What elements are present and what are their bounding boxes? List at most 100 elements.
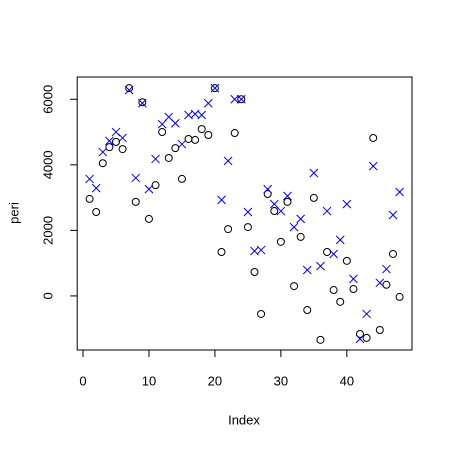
point <box>124 85 134 95</box>
point <box>322 206 332 216</box>
y-tick-label: 2000 <box>41 216 56 245</box>
point <box>111 137 120 146</box>
point <box>375 326 384 335</box>
point <box>210 83 220 93</box>
point <box>276 237 285 246</box>
point <box>177 139 187 149</box>
point <box>395 292 404 301</box>
point <box>171 144 180 153</box>
point <box>236 94 246 104</box>
x-tick-label: 10 <box>142 373 156 388</box>
point <box>303 306 312 315</box>
point <box>269 199 279 209</box>
point <box>250 268 259 276</box>
point <box>85 174 94 184</box>
point <box>98 159 107 168</box>
point <box>342 199 352 209</box>
point <box>356 329 365 338</box>
point <box>223 156 233 166</box>
point <box>296 232 305 241</box>
point <box>329 249 338 259</box>
point <box>256 245 266 255</box>
point <box>85 194 94 203</box>
point <box>177 174 186 183</box>
point <box>283 191 292 201</box>
point <box>210 84 219 93</box>
point <box>164 153 173 162</box>
point <box>257 309 266 318</box>
y-tick-label: 4000 <box>41 150 56 179</box>
point <box>296 214 306 224</box>
y-tick-label: 0 <box>41 292 56 299</box>
point <box>263 190 272 198</box>
point <box>382 264 391 274</box>
point <box>349 274 358 284</box>
point <box>362 333 371 342</box>
point <box>105 143 114 152</box>
point <box>283 197 292 206</box>
point <box>138 98 147 108</box>
point <box>309 168 319 178</box>
point <box>355 334 365 344</box>
point <box>382 280 391 289</box>
point <box>230 94 240 104</box>
point <box>158 128 167 137</box>
point <box>329 286 338 295</box>
point <box>388 210 398 220</box>
point <box>243 223 252 232</box>
point <box>204 131 213 140</box>
point <box>151 181 160 190</box>
x-tick-label: 20 <box>208 373 222 388</box>
point <box>270 207 279 216</box>
x-tick-label: 0 <box>79 373 86 388</box>
point <box>302 265 312 275</box>
x-tick-label: 40 <box>340 373 354 388</box>
point <box>263 184 273 194</box>
x-tick-label: 30 <box>274 373 288 388</box>
point <box>342 256 351 265</box>
point <box>290 282 299 291</box>
point <box>191 135 200 144</box>
point <box>131 173 141 183</box>
y-axis-label: peri <box>6 202 21 224</box>
point <box>395 187 404 197</box>
point <box>309 193 318 202</box>
y-tick-label: 6000 <box>41 85 56 114</box>
point <box>105 136 114 146</box>
point <box>197 110 207 120</box>
point <box>375 278 385 288</box>
point <box>151 154 160 164</box>
point <box>368 161 378 171</box>
point <box>98 147 108 157</box>
point <box>144 184 154 194</box>
point <box>184 134 193 143</box>
point <box>138 98 147 107</box>
point <box>157 119 167 129</box>
point <box>289 222 299 232</box>
point <box>144 214 153 223</box>
plot-box <box>76 76 413 351</box>
x-axis-label: Index <box>228 412 260 427</box>
point <box>92 208 101 217</box>
point <box>125 84 134 93</box>
point <box>323 248 332 257</box>
point <box>276 206 286 216</box>
point <box>362 309 371 319</box>
point <box>197 125 206 134</box>
point <box>237 95 246 104</box>
point <box>243 207 253 217</box>
point <box>203 98 213 108</box>
point <box>91 183 101 193</box>
point <box>118 145 127 154</box>
point <box>230 129 239 138</box>
point <box>369 133 378 142</box>
point <box>217 248 226 257</box>
point <box>118 133 127 143</box>
point <box>217 195 226 205</box>
point <box>224 225 233 234</box>
point <box>316 335 325 344</box>
point <box>336 297 345 306</box>
point <box>389 249 398 258</box>
point <box>170 118 180 128</box>
